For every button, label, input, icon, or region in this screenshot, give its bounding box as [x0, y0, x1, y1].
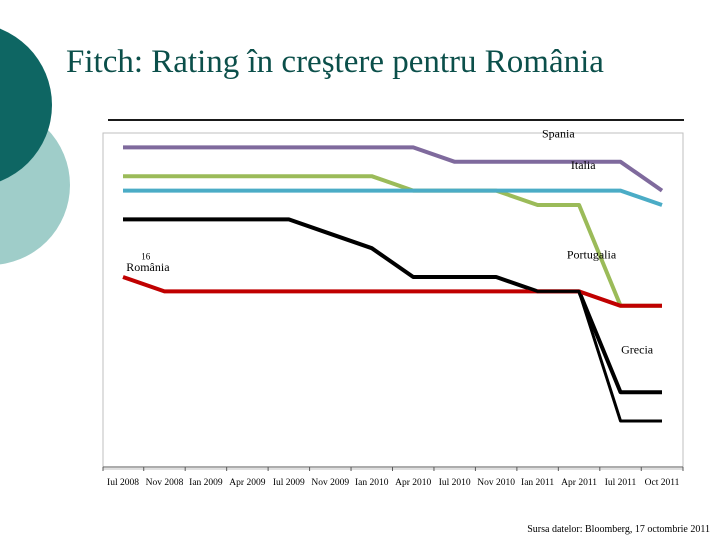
x-tick-label: Nov 2009: [311, 478, 349, 488]
x-tick-label: Ian 2009: [189, 478, 223, 488]
series-lines: [122, 145, 664, 423]
x-tick-label: Ian 2010: [355, 478, 389, 488]
x-tick-label: Apr 2010: [395, 478, 431, 488]
dark-circle: [0, 28, 52, 182]
x-tick-label: Apr 2011: [561, 478, 597, 488]
annotation-grecia: Grecia: [621, 342, 654, 356]
annotation-italia: Italia: [571, 158, 596, 172]
series-line-italia: [123, 174, 662, 308]
annotation-portugalia: Portugalia: [567, 247, 617, 261]
annotation-16: 16: [141, 252, 151, 262]
series-line-grecia: [123, 217, 662, 423]
series-labels: Spania Italia Portugalia România Grecia 16: [126, 126, 654, 356]
x-tick-label: Iul 2011: [605, 478, 637, 488]
series-line-spania: [123, 145, 664, 193]
series-line-unlabeled: [123, 188, 663, 207]
x-axis: Iul 2008 Nov 2008 Ian 2009 Apr 2009 Iul 2009…: [102, 466, 684, 488]
x-tick-label: Iul 2008: [107, 478, 139, 488]
page-title: Fitch: Rating în creştere pentru România: [66, 44, 604, 80]
annotation-romania: România: [126, 260, 170, 274]
x-tick-label: Oct 2011: [645, 478, 680, 488]
x-tick-label: Ian 2011: [521, 478, 554, 488]
x-tick-label: Nov 2008: [146, 478, 184, 488]
title-underline: [108, 119, 684, 121]
x-tick-label: Apr 2009: [229, 478, 265, 488]
source-note: Sursa datelor: Bloomberg, 17 octombrie 2…: [527, 524, 710, 535]
series-line-portugalia: [123, 217, 662, 395]
x-tick-label: Iul 2009: [273, 478, 305, 488]
decorative-circles: [0, 28, 70, 265]
x-tick-label: Iul 2010: [439, 478, 471, 488]
annotation-spania: Spania: [542, 126, 575, 140]
x-tick-label: Nov 2010: [477, 478, 515, 488]
